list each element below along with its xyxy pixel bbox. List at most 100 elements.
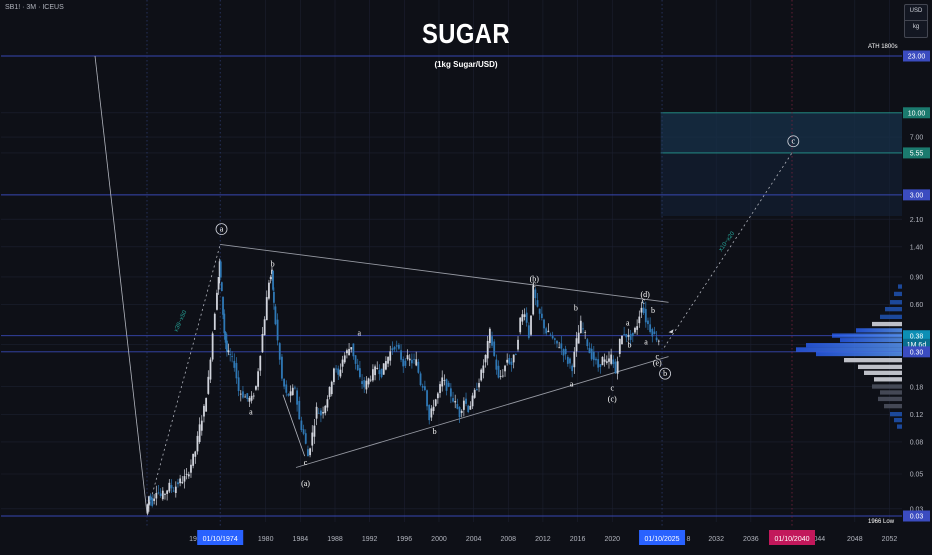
candle-body [194,451,197,457]
y-axis-label: 5.55 [910,151,924,158]
candle-body [421,385,424,388]
volume-bar [890,412,902,417]
x-axis-label: 19 [189,536,197,543]
candle-body [449,388,452,397]
candle-body [265,297,268,321]
candle-body [350,347,353,350]
candle-body [551,335,554,339]
wave-label: c [610,384,614,393]
candle-body [610,354,613,364]
measure-unit[interactable]: kg [905,20,927,30]
candle-body [155,492,158,499]
candle-body [389,351,392,361]
candle-body [328,387,331,397]
candle-body [558,347,561,349]
candle-body [452,398,454,402]
candle-body [168,482,171,492]
date-label-bg [639,530,686,545]
candle-body [313,425,316,437]
candle-body [248,397,251,402]
volume-bar [844,357,902,363]
wave-label: a [570,380,574,389]
candle-body [341,359,344,367]
x-axis: 1980 1984 1988 1992 1996 2000 2004 2008 2012 2016… [0,527,932,550]
candle-body [317,412,320,414]
candle-body [467,405,470,413]
y-axis-label-bg [903,50,930,62]
candle-body [465,398,467,404]
candle-body [473,389,476,398]
x-axis-label: 044 [813,536,825,543]
unit-selector[interactable]: USD kg [904,4,928,38]
wave-label: a [626,319,630,328]
candle-body [330,381,333,395]
candle-body [291,387,294,396]
candle-body [605,361,608,363]
candle-body [532,285,535,315]
currency-unit[interactable]: USD [909,8,923,14]
candle-body [216,292,218,310]
y-axis-label: 3.00 [910,192,924,199]
cursor-icon [668,329,674,334]
candle-body [339,369,342,377]
candle-body [192,453,195,466]
candle-body [599,364,602,367]
candle-body [571,365,574,372]
candle-body [538,308,541,314]
candle-body [179,478,182,484]
y-axis-label-bg [903,510,930,522]
y-axis-label: 0.90 [910,275,924,282]
candle-body [213,313,216,330]
candle-body [629,333,632,340]
candle-body [625,333,628,338]
candle-body [506,359,509,363]
candle-body [395,345,398,347]
candle-body [443,380,446,381]
candle-body [501,375,504,377]
x-axis-label: 1996 [397,536,413,543]
wave-label-circle [787,135,800,148]
wave-label-circle [659,367,671,380]
projection-line [663,152,793,348]
projection-line [146,244,221,514]
candle-body [348,348,350,356]
candle-body [190,464,192,473]
volume-bar [880,314,902,320]
candle-body [434,399,437,406]
x-axis-label: 1992 [362,536,378,543]
grid-layer [1,0,902,522]
candle-body [151,498,154,506]
candle-body [439,384,441,393]
candle-body [250,395,253,401]
candle-body [217,277,220,290]
candle-body [432,406,435,411]
candle-body [400,350,402,360]
candle-body [227,350,230,353]
candle-body [322,412,324,414]
candle-body [566,357,569,364]
date-label: 01/10/1974 [203,536,238,543]
candle-body [517,339,519,350]
candle-body [486,340,489,359]
candle-body [229,354,232,356]
candle-body [220,282,223,292]
candle-body [374,366,376,376]
candle-body [397,344,400,349]
volume-bar [806,343,902,348]
volume-bar [894,291,902,297]
x-axis-label: 2004 [466,536,482,543]
candle-body [456,404,459,409]
candle-body [356,364,359,371]
candle-body [447,382,450,387]
chart-title: SUGAR [421,18,511,49]
symbol-label[interactable]: SB1! · 3M · ICEUS [5,4,64,11]
volume-bar [897,424,902,429]
y-axis-label-bg [903,338,930,350]
candle-body [525,312,528,323]
candle-body [512,354,515,363]
candle-body [174,486,177,494]
candle-body [588,347,591,354]
candle-body [315,406,318,419]
